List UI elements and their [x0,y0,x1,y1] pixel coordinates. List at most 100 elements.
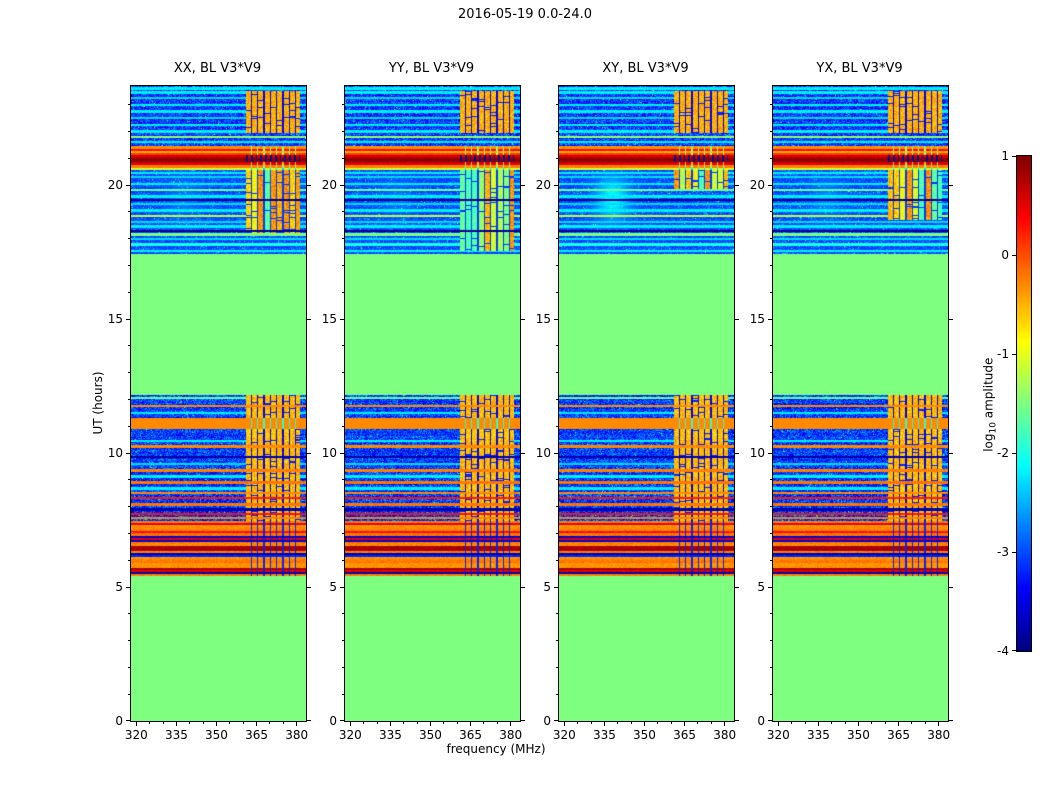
x-tick-label: 365 [887,728,911,742]
y-minor-tick [770,613,772,615]
x-minor-tick [363,722,365,724]
y-tick-label: 20 [749,178,765,193]
y-minor-tick [556,104,558,106]
y-minor-tick [770,693,772,695]
y-tick-right [307,586,311,588]
y-tick [126,184,130,186]
x-tick [898,722,900,726]
colorbar-tick [1012,650,1016,651]
x-tick-label: 335 [592,728,616,742]
heatmap-canvas-xy [559,86,734,721]
y-minor-tick [556,425,558,427]
x-tick-label: 320 [552,728,576,742]
x-minor-tick [496,722,498,724]
y-tick-right [307,318,311,320]
y-minor-tick [770,532,772,534]
x-minor-tick [924,722,926,724]
x-minor-tick [657,722,659,724]
y-tick-right [949,452,953,454]
x-minor-tick [416,722,418,724]
x-minor-tick [149,722,151,724]
colorbar-label-rest: amplitude [981,357,996,423]
figure-title: 2016-05-19 0.0-24.0 [458,7,592,22]
y-tick-label: 15 [321,312,337,327]
y-tick [768,452,772,454]
colorbar-canvas [1017,156,1031,651]
panel-yx: 320 335 350 365 380 0 5 10 15 20 [750,85,953,742]
y-tick-right [949,586,953,588]
y-tick-right [307,452,311,454]
y-tick [768,318,772,320]
x-tick-label: 380 [499,728,523,742]
y-tick-label: 0 [115,713,123,728]
x-tick [510,722,512,726]
y-minor-tick [770,238,772,240]
y-tick-right [735,318,739,320]
y-tick [126,452,130,454]
y-tick-label: 10 [107,446,123,461]
y-minor-tick [556,479,558,481]
colorbar-label-log: log [981,433,996,452]
y-tick-label: 15 [535,312,551,327]
y-tick [340,452,344,454]
x-minor-tick [697,722,699,724]
colorbar-tick-label: -3 [997,545,1009,559]
y-tick [126,720,130,721]
y-minor-tick [770,640,772,642]
x-tick-label: 380 [927,728,951,742]
y-tick-label: 0 [543,713,551,728]
x-tick [215,722,217,726]
y-minor-tick [128,291,130,293]
y-minor-tick [342,211,344,213]
x-minor-tick [483,722,485,724]
y-minor-tick [128,425,130,427]
y-minor-tick [342,559,344,561]
y-minor-tick [128,640,130,642]
x-tick-label: 365 [673,728,697,742]
y-minor-tick [770,479,772,481]
colorbar-tick-label: 0 [1001,248,1009,262]
y-tick-right [521,586,525,588]
colorbar-tick-label: -1 [997,347,1009,361]
y-minor-tick [556,131,558,133]
y-tick-label: 20 [107,178,123,193]
colorbar-tick [1012,452,1016,454]
x-tick [643,722,645,726]
y-tick-right [521,452,525,454]
y-tick [126,586,130,588]
y-minor-tick [770,131,772,133]
y-minor-tick [128,131,130,133]
y-tick-right [949,184,953,186]
y-minor-tick [556,238,558,240]
x-tick [817,722,819,726]
y-tick [768,586,772,588]
y-minor-tick [770,506,772,508]
y-tick-label: 15 [749,312,765,327]
x-tick-label: 320 [766,728,790,742]
x-tick [938,722,940,726]
y-tick-label: 15 [107,312,123,327]
y-tick-right [949,720,953,721]
y-tick-label: 20 [535,178,551,193]
y-tick-right [521,184,525,186]
y-minor-tick [770,265,772,266]
y-minor-tick [770,157,772,159]
y-minor-tick [128,666,130,668]
panel-xx: 320 335 350 365 380 0 5 10 15 20 [108,85,311,742]
y-minor-tick [342,157,344,159]
y-minor-tick [342,238,344,240]
x-tick [470,722,472,726]
x-tick-label: 335 [378,728,402,742]
y-minor-tick [128,372,130,374]
x-axis-label: frequency (MHz) [446,742,546,756]
y-minor-tick [342,425,344,427]
x-tick [429,722,431,726]
y-minor-tick [342,104,344,106]
y-minor-tick [556,398,558,400]
y-axis-label: UT (hours) [91,371,105,435]
colorbar-tick-label: -4 [997,644,1009,658]
y-tick [554,184,558,186]
colorbar-tick [1012,551,1016,553]
y-minor-tick [556,693,558,695]
heatmap-canvas-yx [773,86,948,721]
